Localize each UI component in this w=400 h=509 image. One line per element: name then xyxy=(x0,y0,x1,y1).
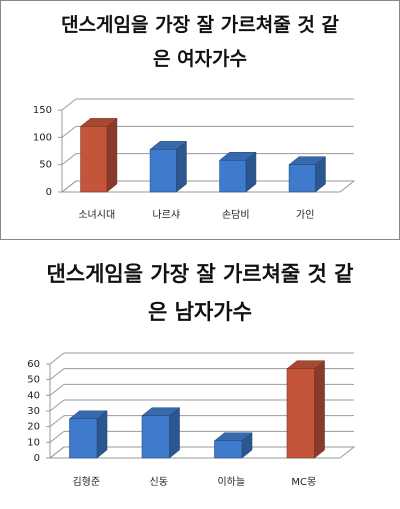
grid-line xyxy=(49,415,65,428)
grid-line xyxy=(49,446,65,459)
x-tick-label: 손담비 xyxy=(222,209,250,221)
chart: 0 50 100 150 소녀시대 나르샤 손담비 가인 xyxy=(33,98,356,221)
x-tick-label: 소녀시대 xyxy=(78,209,115,221)
y-tick-label: 40 xyxy=(27,390,40,401)
y-tick-label: 100 xyxy=(33,132,52,143)
y-tick-label: 20 xyxy=(27,422,40,433)
y-tick-label: 60 xyxy=(27,359,40,370)
chart-title: 댄스게임을 가장 잘 가르쳐줄 것 같은 여자가수 xyxy=(61,14,339,70)
grid-line xyxy=(61,98,77,111)
grid-line xyxy=(49,383,65,396)
y-tick-label: 150 xyxy=(33,105,52,116)
y-tick-label: 10 xyxy=(27,437,40,448)
grid-line xyxy=(49,430,65,443)
bar xyxy=(69,418,98,459)
bar-side xyxy=(176,140,187,193)
bar xyxy=(141,415,170,459)
chart-title: 댄스게임을 가장 잘 가르쳐줄 것 같은 남자가수 xyxy=(46,262,354,324)
grid-line xyxy=(49,368,65,381)
bar-side xyxy=(169,407,180,459)
x-tick-label: 신동 xyxy=(150,476,168,488)
bar-side xyxy=(314,360,325,459)
bar xyxy=(149,149,177,193)
y-tick-label: 0 xyxy=(34,453,40,464)
bar xyxy=(286,368,315,459)
bar xyxy=(288,164,316,193)
x-tick-label: 이하늘 xyxy=(217,475,245,488)
y-tick-label: 30 xyxy=(27,406,40,417)
bar xyxy=(80,126,108,193)
bar xyxy=(219,160,247,193)
grid-line xyxy=(61,125,77,138)
bar-side xyxy=(106,117,118,193)
grid-line xyxy=(61,180,77,193)
bar xyxy=(214,440,243,459)
grid-line xyxy=(61,153,77,166)
y-tick-label: 0 xyxy=(46,187,52,198)
y-tick-label: 50 xyxy=(27,375,40,386)
x-tick-label: MC몽 xyxy=(291,476,316,488)
chart: 0 10 20 30 40 50 60 김형준 신동 이하늘 MC몽 xyxy=(27,352,356,488)
y-tick-label: 50 xyxy=(39,160,52,171)
grid-line xyxy=(49,399,65,412)
x-tick-label: 나르샤 xyxy=(152,209,180,221)
x-tick-label: 김형준 xyxy=(72,476,100,488)
x-tick-label: 가인 xyxy=(296,209,314,221)
grid-line xyxy=(49,352,65,365)
